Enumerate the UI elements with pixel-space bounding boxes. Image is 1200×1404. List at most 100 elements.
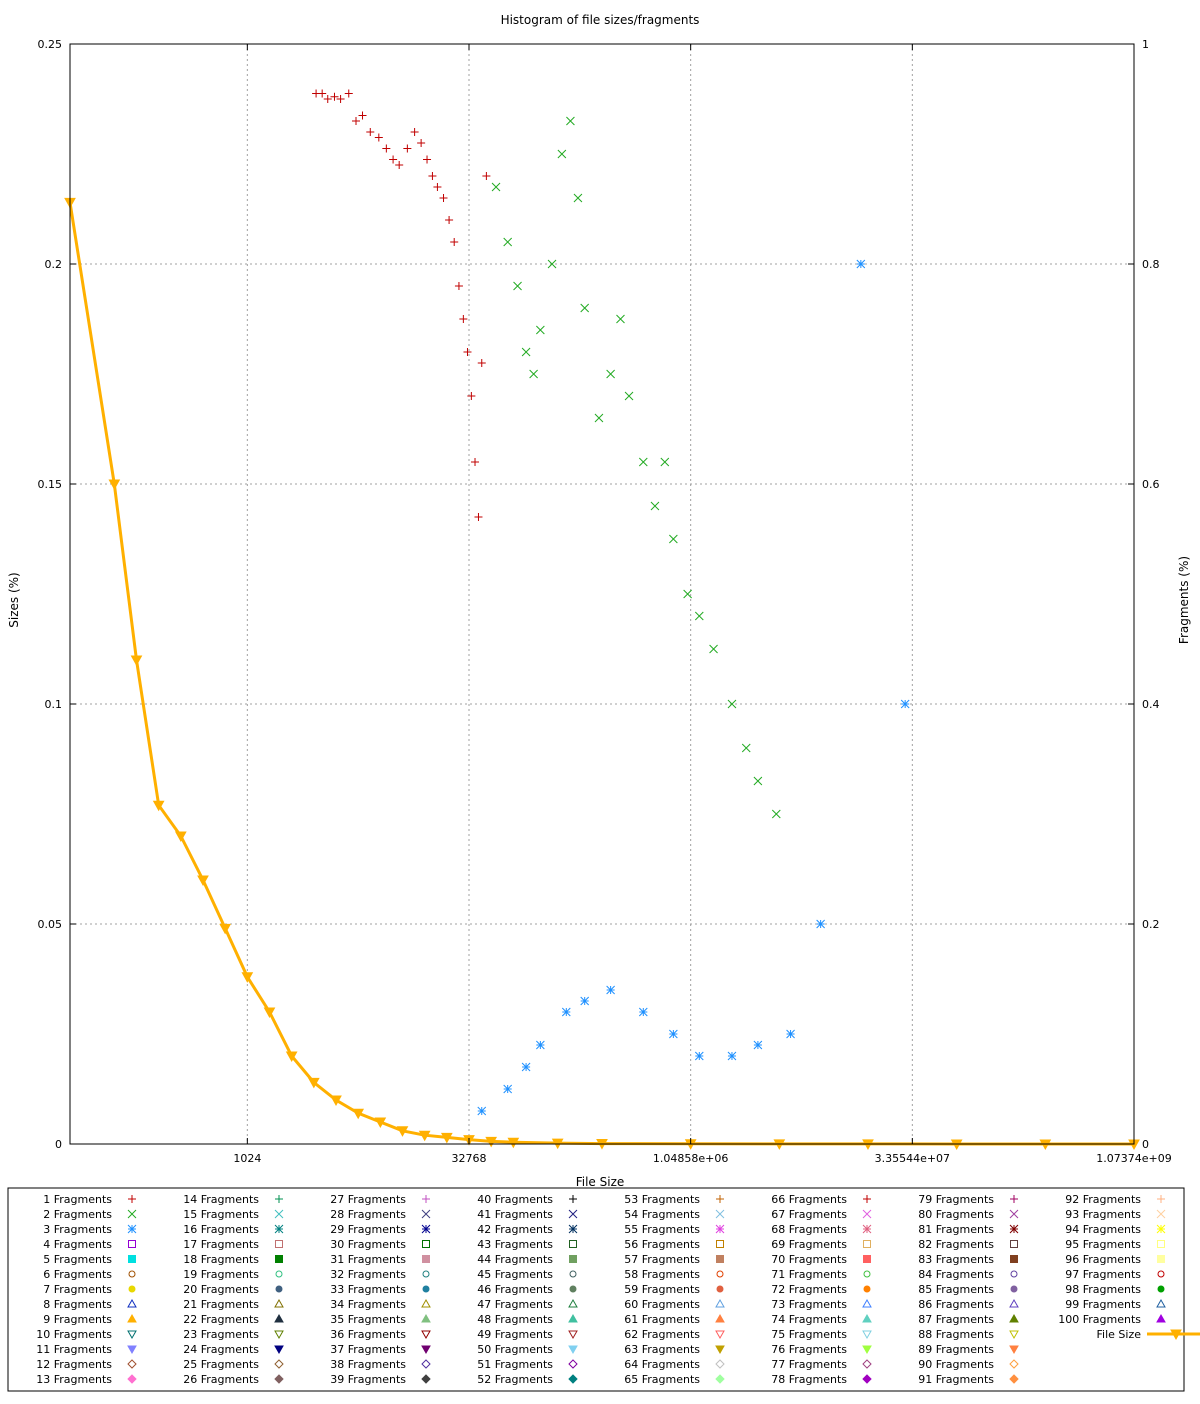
legend-swatch — [568, 1374, 578, 1384]
legend-entry: 79 Fragments — [918, 1193, 1018, 1206]
legend-entry: 68 Fragments — [771, 1223, 872, 1236]
legend-label: 69 Fragments — [771, 1238, 847, 1251]
chart-title: Histogram of file sizes/fragments — [501, 13, 700, 27]
legend-entry: 2 Fragments — [43, 1208, 137, 1221]
legend-entry: 3 Fragments — [43, 1223, 137, 1236]
data-point — [900, 699, 910, 709]
data-point — [352, 1108, 365, 1120]
legend-swatch — [863, 1285, 871, 1293]
x-tick-label: 3.35544e+07 — [875, 1152, 950, 1165]
legend-label: 55 Fragments — [624, 1223, 700, 1236]
legend-label: 64 Fragments — [624, 1358, 700, 1371]
legend-swatch — [421, 1374, 431, 1384]
legend-label: 77 Fragments — [771, 1358, 847, 1371]
legend-entry: 93 Fragments — [1065, 1208, 1166, 1221]
data-point — [307, 1077, 320, 1089]
legend-entry: 10 Fragments — [36, 1328, 137, 1341]
y2-tick-label: 1 — [1142, 38, 1149, 51]
legend-label: 92 Fragments — [1065, 1193, 1141, 1206]
legend-label: 86 Fragments — [918, 1298, 994, 1311]
legend-entry: 14 Fragments — [183, 1193, 283, 1206]
data-point — [330, 1095, 342, 1107]
data-point — [474, 513, 483, 521]
legend-label: 76 Fragments — [771, 1343, 847, 1356]
legend-swatch — [127, 1345, 137, 1355]
legend-entry: 92 Fragments — [1065, 1193, 1165, 1206]
legend-label: 17 Fragments — [183, 1238, 259, 1251]
data-point — [403, 144, 412, 153]
legend-label: 82 Fragments — [918, 1238, 994, 1251]
data-point — [108, 479, 121, 491]
legend-entry: 55 Fragments — [624, 1223, 725, 1236]
data-point — [694, 1051, 704, 1061]
data-point — [344, 89, 353, 98]
legend-label: 80 Fragments — [918, 1208, 994, 1221]
legend-label: 68 Fragments — [771, 1223, 847, 1236]
legend-entry: 76 Fragments — [771, 1343, 872, 1356]
legend-swatch — [421, 1313, 431, 1323]
legend-label: 53 Fragments — [624, 1193, 700, 1206]
legend-entry: 44 Fragments — [477, 1253, 577, 1266]
legend-entry: 63 Fragments — [624, 1343, 725, 1356]
y-tick-label: 0.15 — [38, 478, 63, 491]
legend-label: 100 Fragments — [1058, 1313, 1141, 1326]
legend-swatch — [274, 1359, 284, 1369]
legend-label: 16 Fragments — [183, 1223, 259, 1236]
legend-swatch — [1157, 1255, 1165, 1263]
legend-swatch — [1009, 1298, 1019, 1308]
legend-swatch — [422, 1270, 430, 1278]
series-3-fragments — [477, 259, 910, 1116]
legend-label: 98 Fragments — [1065, 1283, 1141, 1296]
legend-entry: 84 Fragments — [918, 1268, 1018, 1281]
legend-label: 50 Fragments — [477, 1343, 553, 1356]
data-point — [366, 128, 375, 136]
legend-label: 99 Fragments — [1065, 1298, 1141, 1311]
legend-swatch — [1009, 1374, 1019, 1384]
legend-label: 7 Fragments — [43, 1283, 112, 1296]
legend-entry: 42 Fragments — [477, 1223, 578, 1236]
legend-swatch — [715, 1330, 725, 1340]
legend-swatch — [275, 1270, 283, 1278]
legend-swatch — [715, 1374, 725, 1384]
legend-swatch — [716, 1270, 724, 1278]
legend-label: 5 Fragments — [43, 1253, 112, 1266]
legend-label: 45 Fragments — [477, 1268, 553, 1281]
legend-label: 38 Fragments — [330, 1358, 406, 1371]
legend-swatch — [275, 1285, 283, 1293]
legend-label: 62 Fragments — [624, 1328, 700, 1341]
legend-entry: 47 Fragments — [477, 1298, 578, 1311]
legend-swatch — [128, 1240, 136, 1248]
legend-entry: 99 Fragments — [1065, 1298, 1166, 1311]
legend-swatch — [1010, 1285, 1018, 1293]
legend-entry: 23 Fragments — [183, 1328, 284, 1341]
data-point — [285, 1051, 298, 1063]
legend-entry: 77 Fragments — [771, 1358, 872, 1371]
data-point — [606, 369, 615, 379]
legend-entry: 39 Fragments — [330, 1373, 431, 1386]
legend-entry: 72 Fragments — [771, 1283, 871, 1296]
data-point — [440, 1132, 453, 1144]
legend-swatch — [715, 1345, 725, 1355]
legend-swatch — [716, 1285, 724, 1293]
data-point — [624, 391, 634, 401]
legend-label: 66 Fragments — [771, 1193, 847, 1206]
legend-label: 75 Fragments — [771, 1328, 847, 1341]
legend-label: 51 Fragments — [477, 1358, 553, 1371]
data-point — [477, 359, 486, 367]
legend-label: 36 Fragments — [330, 1328, 406, 1341]
legend-swatch — [568, 1298, 578, 1308]
data-point — [694, 611, 704, 621]
legend-swatch — [274, 1345, 284, 1355]
legend-label: 28 Fragments — [330, 1208, 406, 1221]
legend-entry: 25 Fragments — [183, 1358, 284, 1371]
legend-swatch — [862, 1298, 872, 1308]
legend-entry: 62 Fragments — [624, 1328, 725, 1341]
legend-swatch — [863, 1255, 871, 1263]
legend-entry: 29 Fragments — [330, 1223, 431, 1236]
legend-label: 46 Fragments — [477, 1283, 553, 1296]
data-point — [318, 89, 327, 98]
legend-entry: 97 Fragments — [1065, 1268, 1165, 1281]
legend-swatch — [275, 1195, 283, 1203]
y-axis-label: Sizes (%) — [7, 572, 21, 627]
legend-entry: 26 Fragments — [183, 1373, 284, 1386]
